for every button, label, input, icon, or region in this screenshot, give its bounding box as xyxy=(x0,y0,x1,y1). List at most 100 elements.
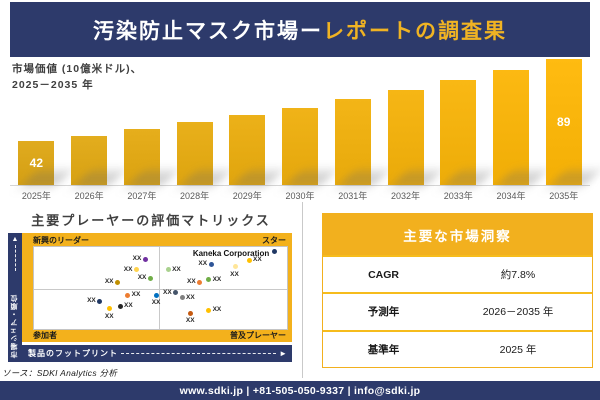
arrow-right-icon: ► xyxy=(279,348,287,358)
bar-2026年 xyxy=(71,135,108,185)
matrix-point-dot xyxy=(208,261,214,267)
bar-2031年 xyxy=(334,99,371,185)
matrix-point-dot xyxy=(97,298,103,304)
x-axis-tick-label: 2033年 xyxy=(443,191,473,201)
insights-table-header: 主要な市場洞察 xyxy=(323,214,592,255)
matrix-point-label: XX xyxy=(137,274,147,282)
matrix-point-label: XX xyxy=(230,270,239,278)
matrix-point-dot xyxy=(117,303,123,309)
matrix-point-label: XX xyxy=(151,299,161,307)
bar-chart: 42 89 2025年 2026年 2027年 2028年 2029年 2030年 2031年… xyxy=(10,59,590,202)
matrix-point-label: XX xyxy=(187,278,196,286)
bar-column xyxy=(432,60,485,185)
matrix-point-label: XX xyxy=(185,317,195,325)
bar-column xyxy=(274,60,327,185)
insight-row-label: 予測年 xyxy=(367,306,400,319)
section-divider xyxy=(302,202,303,378)
x-axis-tick-label: 2031年 xyxy=(338,191,368,201)
bar-column: 42 xyxy=(10,60,63,185)
footer-contact-bar: www.sdki.jp | +81-505-050-9337 | info@sd… xyxy=(0,381,600,400)
matrix-point-label: XX xyxy=(131,291,141,299)
matrix-x-axis: 製品のフットプリント ► xyxy=(22,345,292,362)
matrix-point-dot xyxy=(154,292,160,298)
bar-value-label: 89 xyxy=(557,115,571,129)
insights-table: 主要な市場洞察 CAGR 約7.8% 予測年 2026－2035 年基準年 2025 年 xyxy=(322,213,593,368)
bar-column: 89 xyxy=(537,59,590,185)
matrix-point-label: XX xyxy=(253,256,262,264)
x-axis-tick-label: 2025年 xyxy=(21,191,51,201)
bar-column xyxy=(485,60,538,185)
insight-row-value: 約7.8% xyxy=(500,269,536,282)
insight-row-value: 2026－2035 年 xyxy=(482,306,554,319)
insight-row: 予測年 2026－2035 年 xyxy=(323,292,592,329)
bar-2035年: 89 xyxy=(545,59,582,185)
matrix-point-label: XX xyxy=(87,297,96,305)
matrix-point-dot xyxy=(173,290,179,296)
matrix-title: 主要プレーヤーの評価マトリックス xyxy=(31,213,271,228)
quadrant-label-emerging-leaders: 新興のリーダー xyxy=(33,236,89,245)
insight-row: CAGR 約7.8% xyxy=(323,255,592,292)
quadrant-label-participants: 参加者 xyxy=(33,331,57,340)
matrix-point-dot xyxy=(165,267,171,273)
insight-row-value: 2025 年 xyxy=(499,343,537,356)
matrix-y-axis: ▲ 市場シェア・順位 xyxy=(8,233,22,362)
matrix-point-dot xyxy=(107,306,113,311)
matrix-point-dot xyxy=(206,307,212,313)
chart-axis-title: 市場価値 (10億米ドル)、 2025－2035 年 xyxy=(12,62,142,94)
chart-axis-title-line1: 市場価値 (10億米ドル)、 xyxy=(12,63,143,75)
matrix-point-label: XX xyxy=(132,255,142,263)
matrix-point-dot xyxy=(179,295,185,301)
bar-2030年 xyxy=(282,107,319,185)
matrix-point-dot xyxy=(147,275,153,281)
matrix-point-dot xyxy=(197,279,203,285)
bar-column xyxy=(63,60,116,185)
source-note: ソース：SDKI Analytics 分析 xyxy=(2,368,118,378)
x-axis-tick-label: 2028年 xyxy=(180,191,210,201)
matrix-point-dot xyxy=(232,264,238,270)
quadrant-label-star: スター xyxy=(262,236,286,245)
evaluation-matrix: ▲ 市場シェア・順位 新興のリーダー スター 参加者 普及プレーヤー Kanek… xyxy=(8,233,292,362)
insight-row-label: 基準年 xyxy=(367,343,400,356)
matrix-point-label: XX xyxy=(104,312,114,320)
insight-row: 基準年 2025 年 xyxy=(323,329,592,367)
matrix-point-label: XX xyxy=(212,306,222,314)
page-title-main: 汚染防止マスク市場ー xyxy=(93,19,323,43)
x-axis-tick-label: 2034年 xyxy=(496,191,526,201)
bar-2027年 xyxy=(123,128,160,185)
bar-2032年 xyxy=(387,90,424,185)
matrix-point-label: XX xyxy=(163,288,172,296)
insight-row-label: CAGR xyxy=(368,268,399,281)
matrix-point-dot xyxy=(114,279,120,285)
bar-column xyxy=(168,60,221,185)
y-axis-label: 市場シェア・順位 xyxy=(11,294,18,358)
arrow-up-icon: ▲ xyxy=(11,236,19,243)
bar-chart-xlabels: 2025年 2026年 2027年 2028年 2029年 2030年 2031年 2032年… xyxy=(10,189,590,202)
bar-column xyxy=(221,60,274,185)
bar-2034年 xyxy=(492,69,529,185)
x-axis-tick-label: 2030年 xyxy=(285,191,315,201)
chart-axis-title-line2: 2025－2035 年 xyxy=(12,78,94,91)
matrix-point-label: XX xyxy=(124,302,133,310)
matrix-point-dot xyxy=(246,257,252,263)
matrix-plot: Kaneka Corporation XX XX XX XX XX XX XX XX XX XX X… xyxy=(33,246,288,330)
x-axis-tick-label: 2027年 xyxy=(127,191,157,201)
header-banner: 汚染防止マスク市場ー レポートの調査果 xyxy=(10,2,590,57)
quadrant-label-pervasive-players: 普及プレーヤー xyxy=(230,331,286,340)
insights-rows: CAGR 約7.8% 予測年 2026－2035 年基準年 2025 年 xyxy=(323,255,592,367)
x-axis-tick-label: 2026年 xyxy=(74,191,104,201)
bar-value-label: 42 xyxy=(29,156,44,170)
highlight-company-label: Kaneka Corporation xyxy=(192,249,270,259)
x-axis-tick-label: 2032年 xyxy=(390,191,421,201)
bar-2029年 xyxy=(229,114,266,185)
matrix-point-dot xyxy=(133,267,139,273)
x-axis-label: 製品のフットプリント xyxy=(28,349,118,358)
matrix-point-label: XX xyxy=(186,293,195,301)
matrix-point-dot xyxy=(271,248,277,254)
bar-chart-bars: 42 89 xyxy=(10,59,590,186)
bar-2025年: 42 xyxy=(18,141,55,185)
page-title-accent: レポートの調査果 xyxy=(323,19,507,43)
matrix-point-dot xyxy=(142,256,148,262)
matrix-quadrant-frame: 新興のリーダー スター 参加者 普及プレーヤー Kaneka Corporati… xyxy=(22,233,292,342)
matrix-point-dot xyxy=(206,277,212,283)
